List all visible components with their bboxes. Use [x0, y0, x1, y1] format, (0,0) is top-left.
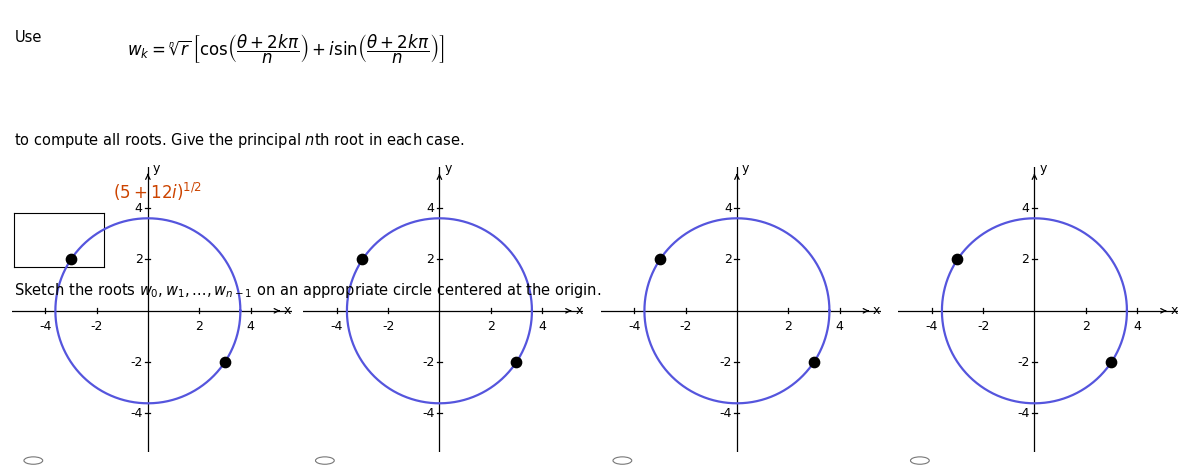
Text: 2: 2 — [134, 253, 143, 266]
Text: y: y — [1040, 162, 1047, 175]
Text: -2: -2 — [382, 320, 394, 333]
Text: -4: -4 — [926, 320, 938, 333]
Text: y: y — [743, 162, 750, 175]
Text: -4: -4 — [131, 407, 143, 420]
Text: 4: 4 — [538, 320, 546, 333]
Text: 4: 4 — [1133, 320, 1141, 333]
Text: 2: 2 — [487, 320, 495, 333]
Point — [62, 256, 81, 263]
Text: Use: Use — [14, 30, 42, 45]
Point — [1102, 358, 1121, 366]
Text: -2: -2 — [720, 356, 732, 369]
Point — [215, 358, 234, 366]
Point — [507, 358, 526, 366]
Text: 4: 4 — [1021, 202, 1029, 215]
Text: y: y — [445, 162, 452, 175]
Point — [651, 256, 670, 263]
Text: -4: -4 — [39, 320, 51, 333]
Text: 4: 4 — [246, 320, 255, 333]
Text: 4: 4 — [426, 202, 434, 215]
Text: 4: 4 — [724, 202, 732, 215]
Text: 2: 2 — [1021, 253, 1029, 266]
Text: $w_k = \sqrt[n]{r}\,\left[\cos\!\left(\dfrac{\theta + 2k\pi}{n}\right) + i\sin\!: $w_k = \sqrt[n]{r}\,\left[\cos\!\left(\d… — [127, 33, 444, 66]
Text: -2: -2 — [1017, 356, 1029, 369]
Text: 4: 4 — [835, 320, 844, 333]
Text: x: x — [873, 304, 881, 318]
Point — [804, 358, 823, 366]
Point — [353, 256, 372, 263]
Text: 2: 2 — [426, 253, 434, 266]
Text: 4: 4 — [134, 202, 143, 215]
Text: -2: -2 — [977, 320, 989, 333]
Text: -4: -4 — [331, 320, 343, 333]
Text: 2: 2 — [195, 320, 203, 333]
Text: -4: -4 — [422, 407, 434, 420]
Text: -4: -4 — [628, 320, 640, 333]
Text: -2: -2 — [90, 320, 102, 333]
Text: -4: -4 — [720, 407, 732, 420]
Text: x: x — [576, 304, 583, 318]
Text: -2: -2 — [679, 320, 691, 333]
Text: 2: 2 — [1082, 320, 1090, 333]
Text: Sketch the roots $w_0, w_{1}, \ldots, w_{n-1}$ on an appropriate circle centered: Sketch the roots $w_0, w_{1}, \ldots, w_… — [14, 281, 601, 301]
Text: x: x — [284, 304, 292, 318]
Point — [948, 256, 967, 263]
Text: 2: 2 — [724, 253, 732, 266]
Text: -2: -2 — [422, 356, 434, 369]
Text: -4: -4 — [1017, 407, 1029, 420]
Text: y: y — [154, 162, 161, 175]
Text: to compute all roots. Give the principal $n$th root in each case.: to compute all roots. Give the principal… — [14, 131, 465, 151]
Text: -2: -2 — [131, 356, 143, 369]
Text: x: x — [1171, 304, 1178, 318]
Text: 2: 2 — [784, 320, 793, 333]
Text: $(5 + 12i)^{1/2}$: $(5 + 12i)^{1/2}$ — [113, 181, 202, 203]
